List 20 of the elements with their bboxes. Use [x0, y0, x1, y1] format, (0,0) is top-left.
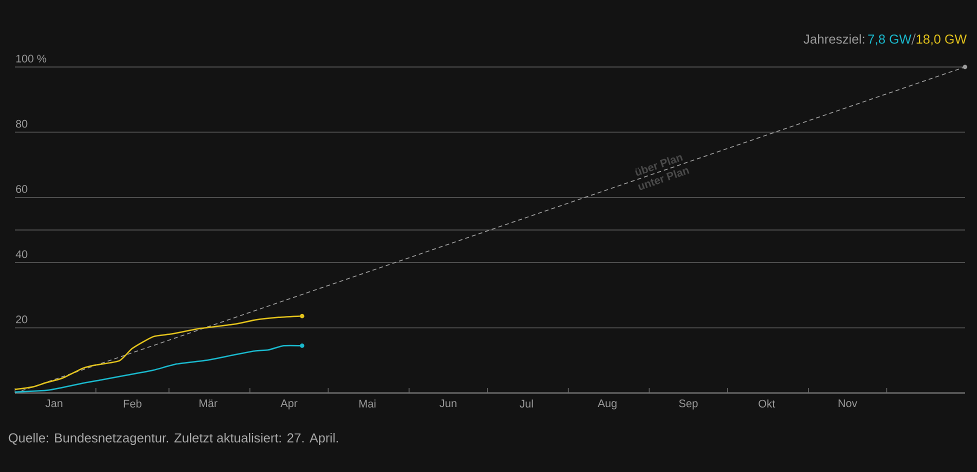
source-note: Quelle: Bundesnetzagentur. Zuletzt aktualisiert: 27. April.	[8, 432, 338, 446]
legend-title: Jahresziel:	[804, 34, 864, 44]
x-tick-label: Okt	[758, 400, 776, 408]
x-tick-label: Jul	[520, 400, 533, 408]
x-tick-label: Apr	[280, 400, 298, 410]
x-tick-label: Mai	[359, 400, 376, 408]
x-tick-label: Mär	[200, 400, 218, 408]
y-tick-label: 100 %	[16, 54, 46, 62]
x-tick-label: Jun	[440, 400, 456, 408]
x-tick-label: Jan	[45, 400, 62, 408]
text: 7,8 GW	[868, 34, 912, 46]
x-tick-label: Nov	[838, 400, 858, 408]
x-tick-label: Sep	[679, 400, 698, 410]
x-tick-label: Aug	[598, 400, 616, 410]
y-tick-label: 60	[16, 185, 28, 193]
y-tick-label: 80	[16, 120, 28, 128]
x-tick-label: Feb	[124, 400, 142, 408]
y-tick-label: 40	[16, 250, 28, 258]
y-tick-label: 20	[16, 316, 28, 324]
text: 18,0 GW	[916, 34, 967, 46]
